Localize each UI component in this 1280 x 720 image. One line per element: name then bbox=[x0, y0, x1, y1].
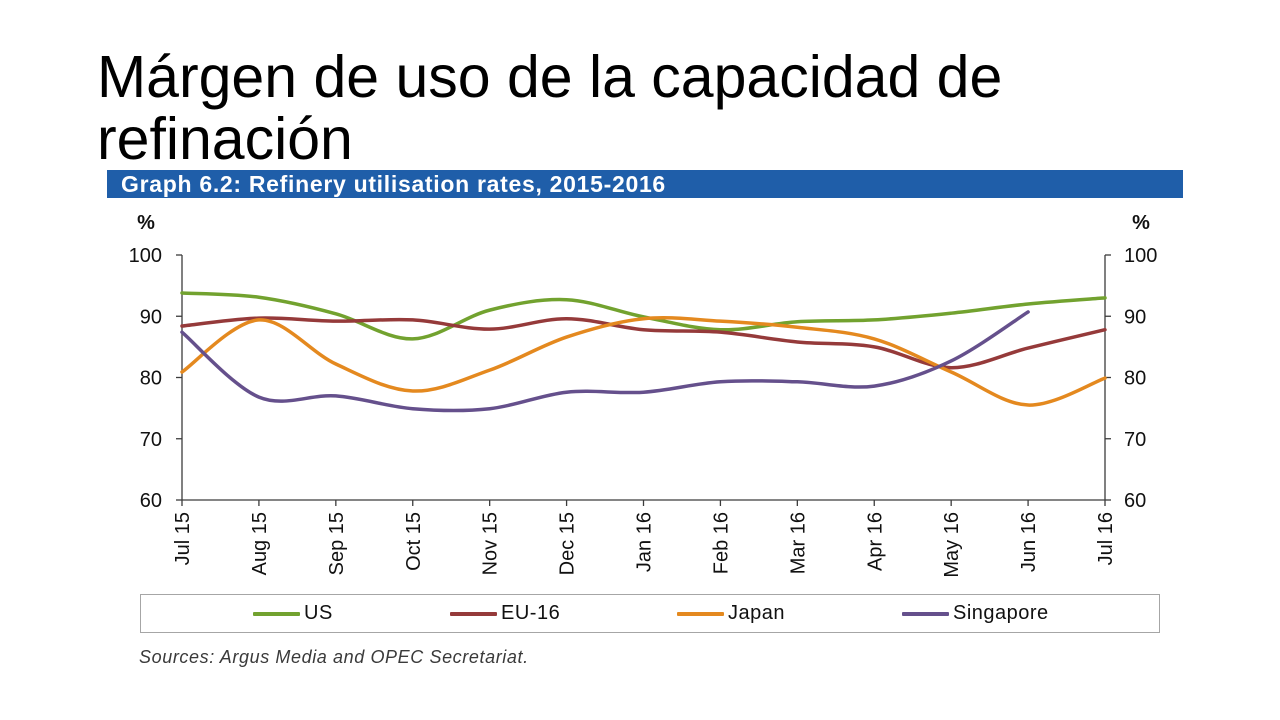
legend-item-singapore: Singapore bbox=[902, 595, 1049, 632]
y-tick-label-left: 80 bbox=[140, 368, 162, 390]
slide-title: Márgen de uso de la capacidad de refinac… bbox=[97, 44, 1003, 172]
y-tick-label-right: 60 bbox=[1124, 490, 1146, 512]
y-tick-label-right: 80 bbox=[1124, 368, 1146, 390]
x-tick-label: Apr 16 bbox=[864, 512, 886, 571]
y-tick-label-right: 90 bbox=[1124, 306, 1146, 328]
line-chart: % % 60 60 70 70 80 80 90 90 100 100 Jul 15 Aug 15 Se… bbox=[129, 212, 1158, 578]
chart-header-bar: Graph 6.2: Refinery utilisation rates, 2… bbox=[107, 170, 1183, 198]
legend-label-japan: Japan bbox=[728, 602, 785, 624]
y-axis-unit-left: % bbox=[137, 212, 155, 234]
x-tick-label: Oct 15 bbox=[403, 512, 425, 571]
y-tick-label-right: 70 bbox=[1124, 429, 1146, 451]
x-tick-label: Jun 16 bbox=[1018, 512, 1040, 572]
series-lines bbox=[180, 291, 1107, 413]
y-axis-unit-right: % bbox=[1132, 212, 1150, 234]
y-tick-label-left: 100 bbox=[129, 245, 162, 267]
legend-swatch-singapore bbox=[902, 611, 949, 616]
x-tick-label: Jul 15 bbox=[172, 512, 194, 565]
legend-swatch-eu-16 bbox=[450, 611, 497, 616]
axis-ticks: 60 60 70 70 80 80 90 90 100 100 Jul 15 Aug 15 Sep 15… bbox=[129, 245, 1158, 578]
y-tick-label-right: 100 bbox=[1124, 245, 1157, 267]
chart-title: Graph 6.2: Refinery utilisation rates, 2… bbox=[121, 171, 666, 197]
x-tick-label: Feb 16 bbox=[710, 512, 732, 574]
legend-label-us: US bbox=[304, 602, 333, 624]
series-line-us bbox=[180, 291, 1107, 341]
x-tick-label: Dec 15 bbox=[557, 512, 579, 575]
legend-label-eu-16: EU-16 bbox=[501, 602, 561, 624]
x-tick-label: May 16 bbox=[941, 512, 963, 578]
x-tick-label: Nov 15 bbox=[480, 512, 502, 575]
x-tick-label: Sep 15 bbox=[326, 512, 348, 575]
series-line-japan bbox=[180, 316, 1107, 407]
y-tick-label-left: 60 bbox=[140, 490, 162, 512]
legend-swatch-us bbox=[253, 611, 300, 616]
chart-legend: US EU-16 Japan Singapore bbox=[140, 594, 1160, 633]
chart-source-note: Sources: Argus Media and OPEC Secretaria… bbox=[139, 647, 529, 667]
x-tick-label: Jan 16 bbox=[634, 512, 656, 572]
x-tick-label: Mar 16 bbox=[787, 512, 809, 574]
x-tick-label: Jul 16 bbox=[1095, 512, 1117, 565]
series-line-eu-16 bbox=[180, 316, 1107, 370]
legend-swatch-japan bbox=[677, 611, 724, 616]
y-tick-label-left: 90 bbox=[140, 306, 162, 328]
series-line-singapore bbox=[180, 310, 1030, 413]
legend-item-eu-16: EU-16 bbox=[450, 595, 560, 632]
legend-label-singapore: Singapore bbox=[953, 602, 1049, 624]
x-tick-label: Aug 15 bbox=[249, 512, 271, 575]
legend-item-us: US bbox=[253, 595, 333, 632]
legend-item-japan: Japan bbox=[677, 595, 785, 632]
y-tick-label-left: 70 bbox=[140, 429, 162, 451]
